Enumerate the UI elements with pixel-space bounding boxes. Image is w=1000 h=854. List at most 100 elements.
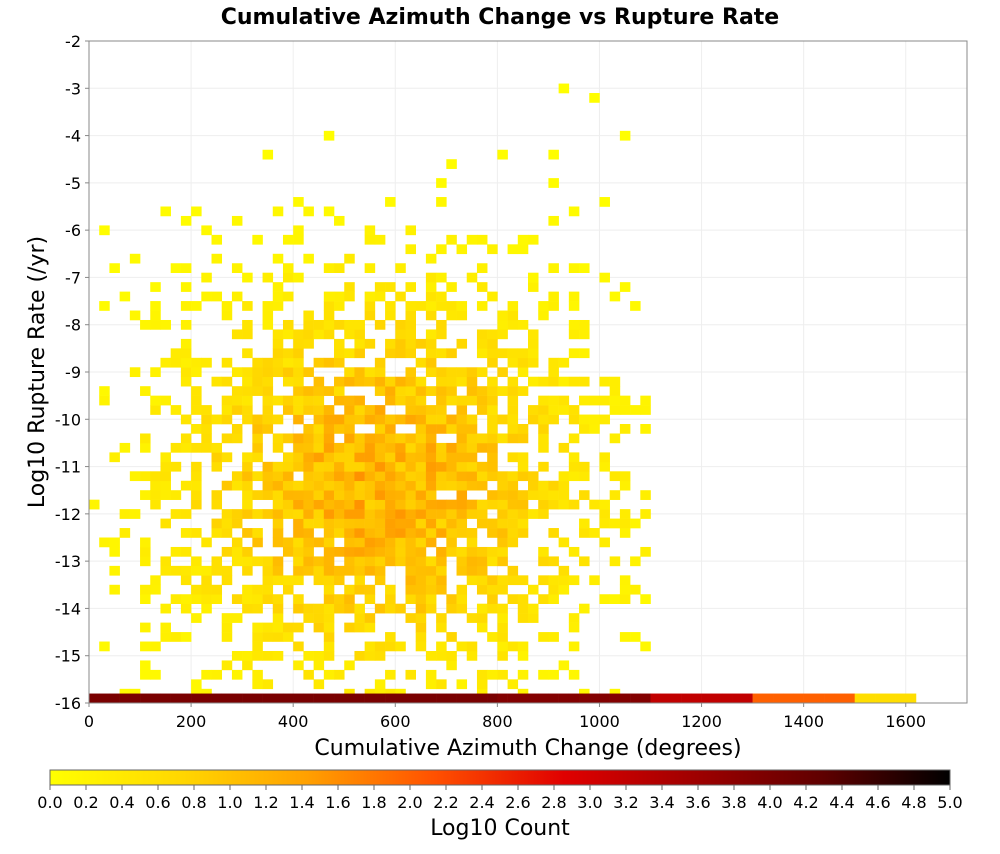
heatmap-cell xyxy=(211,461,223,472)
heatmap-cell xyxy=(497,603,508,614)
heatmap-cell xyxy=(140,622,151,633)
heatmap-cell xyxy=(640,509,651,519)
heatmap-cell xyxy=(456,528,468,538)
heatmap-cell xyxy=(150,405,161,415)
heatmap-cell xyxy=(119,291,131,302)
heatmap-cell xyxy=(385,376,396,387)
heatmap-cell xyxy=(334,263,345,273)
heatmap-cell xyxy=(466,499,478,510)
heatmap-cell xyxy=(313,442,325,453)
heatmap-cell xyxy=(436,556,447,567)
heatmap-cell xyxy=(466,509,478,519)
heatmap-cell xyxy=(466,442,478,453)
heatmap-cell xyxy=(374,575,386,586)
heatmap-cell xyxy=(405,471,416,482)
heatmap-cell-bottom-row xyxy=(630,693,641,704)
heatmap-cell xyxy=(303,206,314,217)
heatmap-cell xyxy=(405,367,416,378)
heatmap-cell xyxy=(538,669,549,680)
heatmap-cell xyxy=(446,234,457,245)
heatmap-cell xyxy=(293,565,304,576)
heatmap-cell xyxy=(425,338,437,349)
heatmap-cell xyxy=(231,471,243,482)
heatmap-cell xyxy=(517,424,529,434)
heatmap-cell xyxy=(425,594,437,604)
heatmap-cell xyxy=(385,348,396,359)
heatmap-cell xyxy=(344,622,355,633)
heatmap-cell xyxy=(313,480,325,491)
heatmap-cell xyxy=(405,310,416,321)
heatmap-cell xyxy=(425,490,437,500)
heatmap-cell xyxy=(252,471,263,482)
heatmap-cell xyxy=(272,632,284,642)
heatmap-cell xyxy=(293,641,304,652)
heatmap-cell xyxy=(231,329,243,340)
heatmap-cell xyxy=(364,225,376,236)
heatmap-cell xyxy=(476,679,488,690)
heatmap-cell-bottom-row xyxy=(783,693,794,704)
heatmap-cell xyxy=(497,319,508,330)
heatmap-cell xyxy=(272,603,284,614)
heatmap-cell xyxy=(344,499,355,510)
heatmap-cell xyxy=(354,499,365,510)
heatmap-cell xyxy=(487,603,498,614)
heatmap-cell xyxy=(456,424,468,434)
heatmap-cell xyxy=(180,367,192,378)
heatmap-cell xyxy=(405,282,416,292)
heatmap-cell xyxy=(487,357,498,368)
heatmap-cell xyxy=(303,471,314,482)
heatmap-cell xyxy=(374,509,386,519)
heatmap-cell xyxy=(528,376,539,387)
heatmap-cell xyxy=(354,584,365,595)
heatmap-cell xyxy=(405,386,416,396)
heatmap-cell xyxy=(395,490,406,500)
heatmap-cell xyxy=(405,565,416,576)
heatmap-cell xyxy=(425,584,437,595)
heatmap-cell xyxy=(364,234,376,245)
heatmap-cell xyxy=(425,424,437,434)
heatmap-cell xyxy=(395,263,406,273)
heatmap-cell xyxy=(446,509,457,519)
heatmap-cell xyxy=(528,338,539,349)
heatmap-cell xyxy=(466,480,478,491)
heatmap-cell xyxy=(323,291,335,302)
heatmap-cell xyxy=(344,319,355,330)
heatmap-cell xyxy=(619,584,631,595)
heatmap-cell xyxy=(395,499,406,510)
heatmap-cell xyxy=(415,603,427,614)
heatmap-cell xyxy=(231,480,243,491)
heatmap-cell xyxy=(476,546,488,557)
heatmap-cell xyxy=(456,433,468,444)
heatmap-cell xyxy=(201,442,212,453)
heatmap-cell xyxy=(221,405,233,415)
heatmap-cell xyxy=(231,291,243,302)
x-tick-label: 600 xyxy=(380,712,411,731)
heatmap-cell xyxy=(242,556,253,567)
heatmap-cell xyxy=(140,546,151,557)
heatmap-cell xyxy=(170,348,182,359)
heatmap-cell xyxy=(150,490,161,500)
heatmap-cell xyxy=(303,480,314,491)
heatmap-cell xyxy=(517,499,529,510)
heatmap-cell xyxy=(201,272,212,283)
heatmap-cell xyxy=(262,461,274,472)
heatmap-cell xyxy=(415,641,427,652)
heatmap-cell xyxy=(334,319,345,330)
heatmap-cell xyxy=(619,424,631,434)
y-tick-label: -5 xyxy=(65,174,81,193)
heatmap-cell xyxy=(476,480,488,491)
heatmap-cell xyxy=(497,575,508,586)
heatmap-cell xyxy=(548,405,559,415)
heatmap-cell xyxy=(619,528,631,538)
heatmap-cell xyxy=(109,565,120,576)
heatmap-cell xyxy=(487,584,498,595)
heatmap-cell xyxy=(272,367,284,378)
heatmap-cell xyxy=(446,452,457,463)
y-tick-label: -2 xyxy=(65,32,81,51)
heatmap-cell-bottom-row xyxy=(140,693,151,704)
heatmap-cell xyxy=(364,471,376,482)
heatmap-cell xyxy=(140,669,151,680)
heatmap-cell xyxy=(405,594,416,604)
heatmap-cell xyxy=(252,669,263,680)
heatmap-cell xyxy=(548,584,559,595)
